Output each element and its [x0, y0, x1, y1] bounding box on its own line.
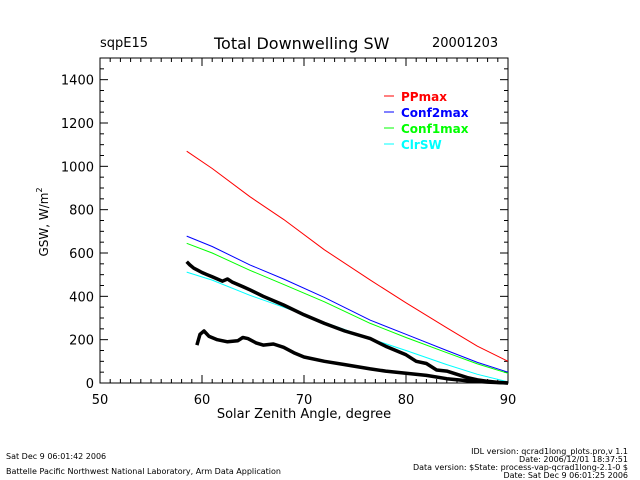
- y-tick-label: 1200: [61, 117, 94, 132]
- x-tick-label: 80: [398, 393, 415, 408]
- svg-text:GSW, W/m2: GSW, W/m2: [35, 187, 51, 256]
- y-axis-label: GSW, W/m2: [35, 187, 51, 256]
- y-tick-label: 600: [69, 247, 94, 262]
- y-axis-label-main: GSW, W/m: [37, 193, 51, 257]
- series-line-ppmax: [186, 150, 509, 362]
- legend-label: Conf1max: [401, 122, 469, 136]
- x-tick-label: 70: [296, 393, 313, 408]
- legend: PPmax Conf2max Conf1max ClrSW: [384, 90, 469, 152]
- y-tick-label: 1400: [61, 74, 94, 89]
- axes: 50 60 70 80 90 0 200 400 600 800 1000 1200 1400: [61, 57, 517, 408]
- legend-label: PPmax: [401, 90, 447, 104]
- series-line-gsw-measured-upper: [185, 260, 509, 385]
- x-tick-label: 50: [92, 393, 109, 408]
- series-line-gsw-measured-lower: [195, 329, 509, 385]
- series-line-conf2max: [186, 235, 509, 373]
- legend-label: ClrSW: [401, 138, 442, 152]
- footer-idl-date: Date: 2006/12/01 18:37:51: [519, 455, 628, 464]
- chart-title: Total Downwelling SW: [214, 34, 390, 53]
- footer-data-date: Date: Sat Dec 9 06:01:25 2006: [503, 471, 628, 480]
- y-tick-label: 200: [69, 334, 94, 349]
- x-axis-label: Solar Zenith Angle, degree: [217, 407, 391, 422]
- date-label: 20001203: [432, 36, 499, 51]
- footer-idl-version: IDL version: qcrad1long_plots.pro,v 1.1: [471, 447, 628, 456]
- y-axis-label-sup: 2: [35, 187, 44, 192]
- x-tick-label: 90: [500, 393, 517, 408]
- y-tick-label: 800: [69, 204, 94, 219]
- y-tick-label: 1000: [61, 160, 94, 175]
- series-group: [185, 150, 509, 385]
- site-label: sqpE15: [100, 36, 149, 51]
- footer-data-version: Data version: $State: process-vap-qcrad1…: [412, 463, 628, 472]
- series-line-conf1max: [186, 242, 509, 374]
- y-tick-label: 400: [69, 290, 94, 305]
- legend-label: Conf2max: [401, 106, 469, 120]
- x-tick-label: 60: [194, 393, 211, 408]
- footer-timestamp: Sat Dec 9 06:01:42 2006: [6, 452, 107, 461]
- footer-organization: Battelle Pacific Northwest National Labo…: [6, 467, 281, 476]
- y-tick-label: 0: [86, 377, 94, 392]
